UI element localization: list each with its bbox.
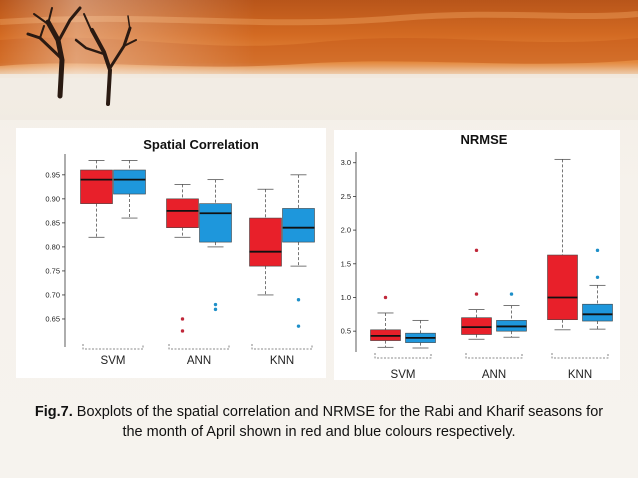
y-tick-label: 1.0 <box>341 293 351 302</box>
x-tick-label: KNN <box>568 369 592 380</box>
box-svm-rabi <box>80 169 113 204</box>
box-ann-rabi <box>461 317 492 335</box>
x-tick-label: ANN <box>187 355 211 367</box>
y-tick-label: 0.5 <box>341 327 351 336</box>
box-svm-kharif <box>113 169 146 195</box>
chart-title: NRMSE <box>461 132 508 147</box>
outlier-point <box>213 302 218 307</box>
outlier-point <box>296 298 301 302</box>
box-knn-rabi <box>547 254 578 321</box>
outlier-point <box>213 307 218 312</box>
outlier-point <box>595 248 600 253</box>
figure-caption: Fig.7. Boxplots of the spatial correlati… <box>30 402 608 442</box>
x-tick-label: KNN <box>270 355 294 367</box>
box-knn-kharif <box>582 303 613 322</box>
y-tick-label: 1.5 <box>341 259 351 268</box>
y-tick-label: 2.5 <box>341 192 351 201</box>
y-tick-label: 0.90 <box>45 194 60 203</box>
x-group-bracket <box>82 344 144 350</box>
outlier-point <box>296 324 301 328</box>
spatial-correlation-chart: Spatial Correlation 0.65 0.70 0.75 0.80 0.85 0… <box>16 128 326 378</box>
outlier-point <box>595 275 600 279</box>
x-tick-label: ANN <box>482 369 506 380</box>
chart-title: Spatial Correlation <box>143 137 259 152</box>
y-tick-label: 0.95 <box>45 170 60 179</box>
y-tick-label: 0.70 <box>45 290 60 299</box>
figure-caption-text: Boxplots of the spatial correlation and … <box>72 404 604 440</box>
x-tick-label: SVM <box>101 355 126 367</box>
y-tick-label: 3.0 <box>341 158 351 167</box>
y-tick-label: 0.65 <box>45 314 60 323</box>
outlier-point <box>509 292 514 296</box>
box-ann-rabi <box>166 198 199 228</box>
y-tick-label: 0.75 <box>45 266 60 275</box>
outlier-point <box>474 248 479 253</box>
outlier-point <box>180 329 185 333</box>
x-tick-label: SVM <box>391 369 416 380</box>
box-knn-kharif <box>282 208 315 243</box>
x-group-bracket <box>374 353 432 359</box>
outlier-point <box>383 295 388 300</box>
x-group-bracket <box>551 353 609 359</box>
x-group-bracket <box>465 353 523 359</box>
x-group-bracket <box>251 344 313 350</box>
y-tick-label: 0.80 <box>45 242 60 251</box>
box-knn-rabi <box>249 217 282 267</box>
desert-banner-image <box>0 0 638 120</box>
y-tick-label: 0.85 <box>45 218 60 227</box>
box-ann-kharif <box>199 203 232 243</box>
dead-tree-icon <box>26 6 137 106</box>
outlier-point <box>180 317 185 321</box>
outlier-point <box>474 292 479 296</box>
x-group-bracket <box>168 344 230 350</box>
y-tick-label: 2.0 <box>341 226 351 235</box>
nrmse-chart: NRMSE 0.5 1.0 1.5 2.0 2.5 3.0 SVM ANN KNN <box>334 130 620 380</box>
figure-label: Fig.7. <box>34 404 73 420</box>
